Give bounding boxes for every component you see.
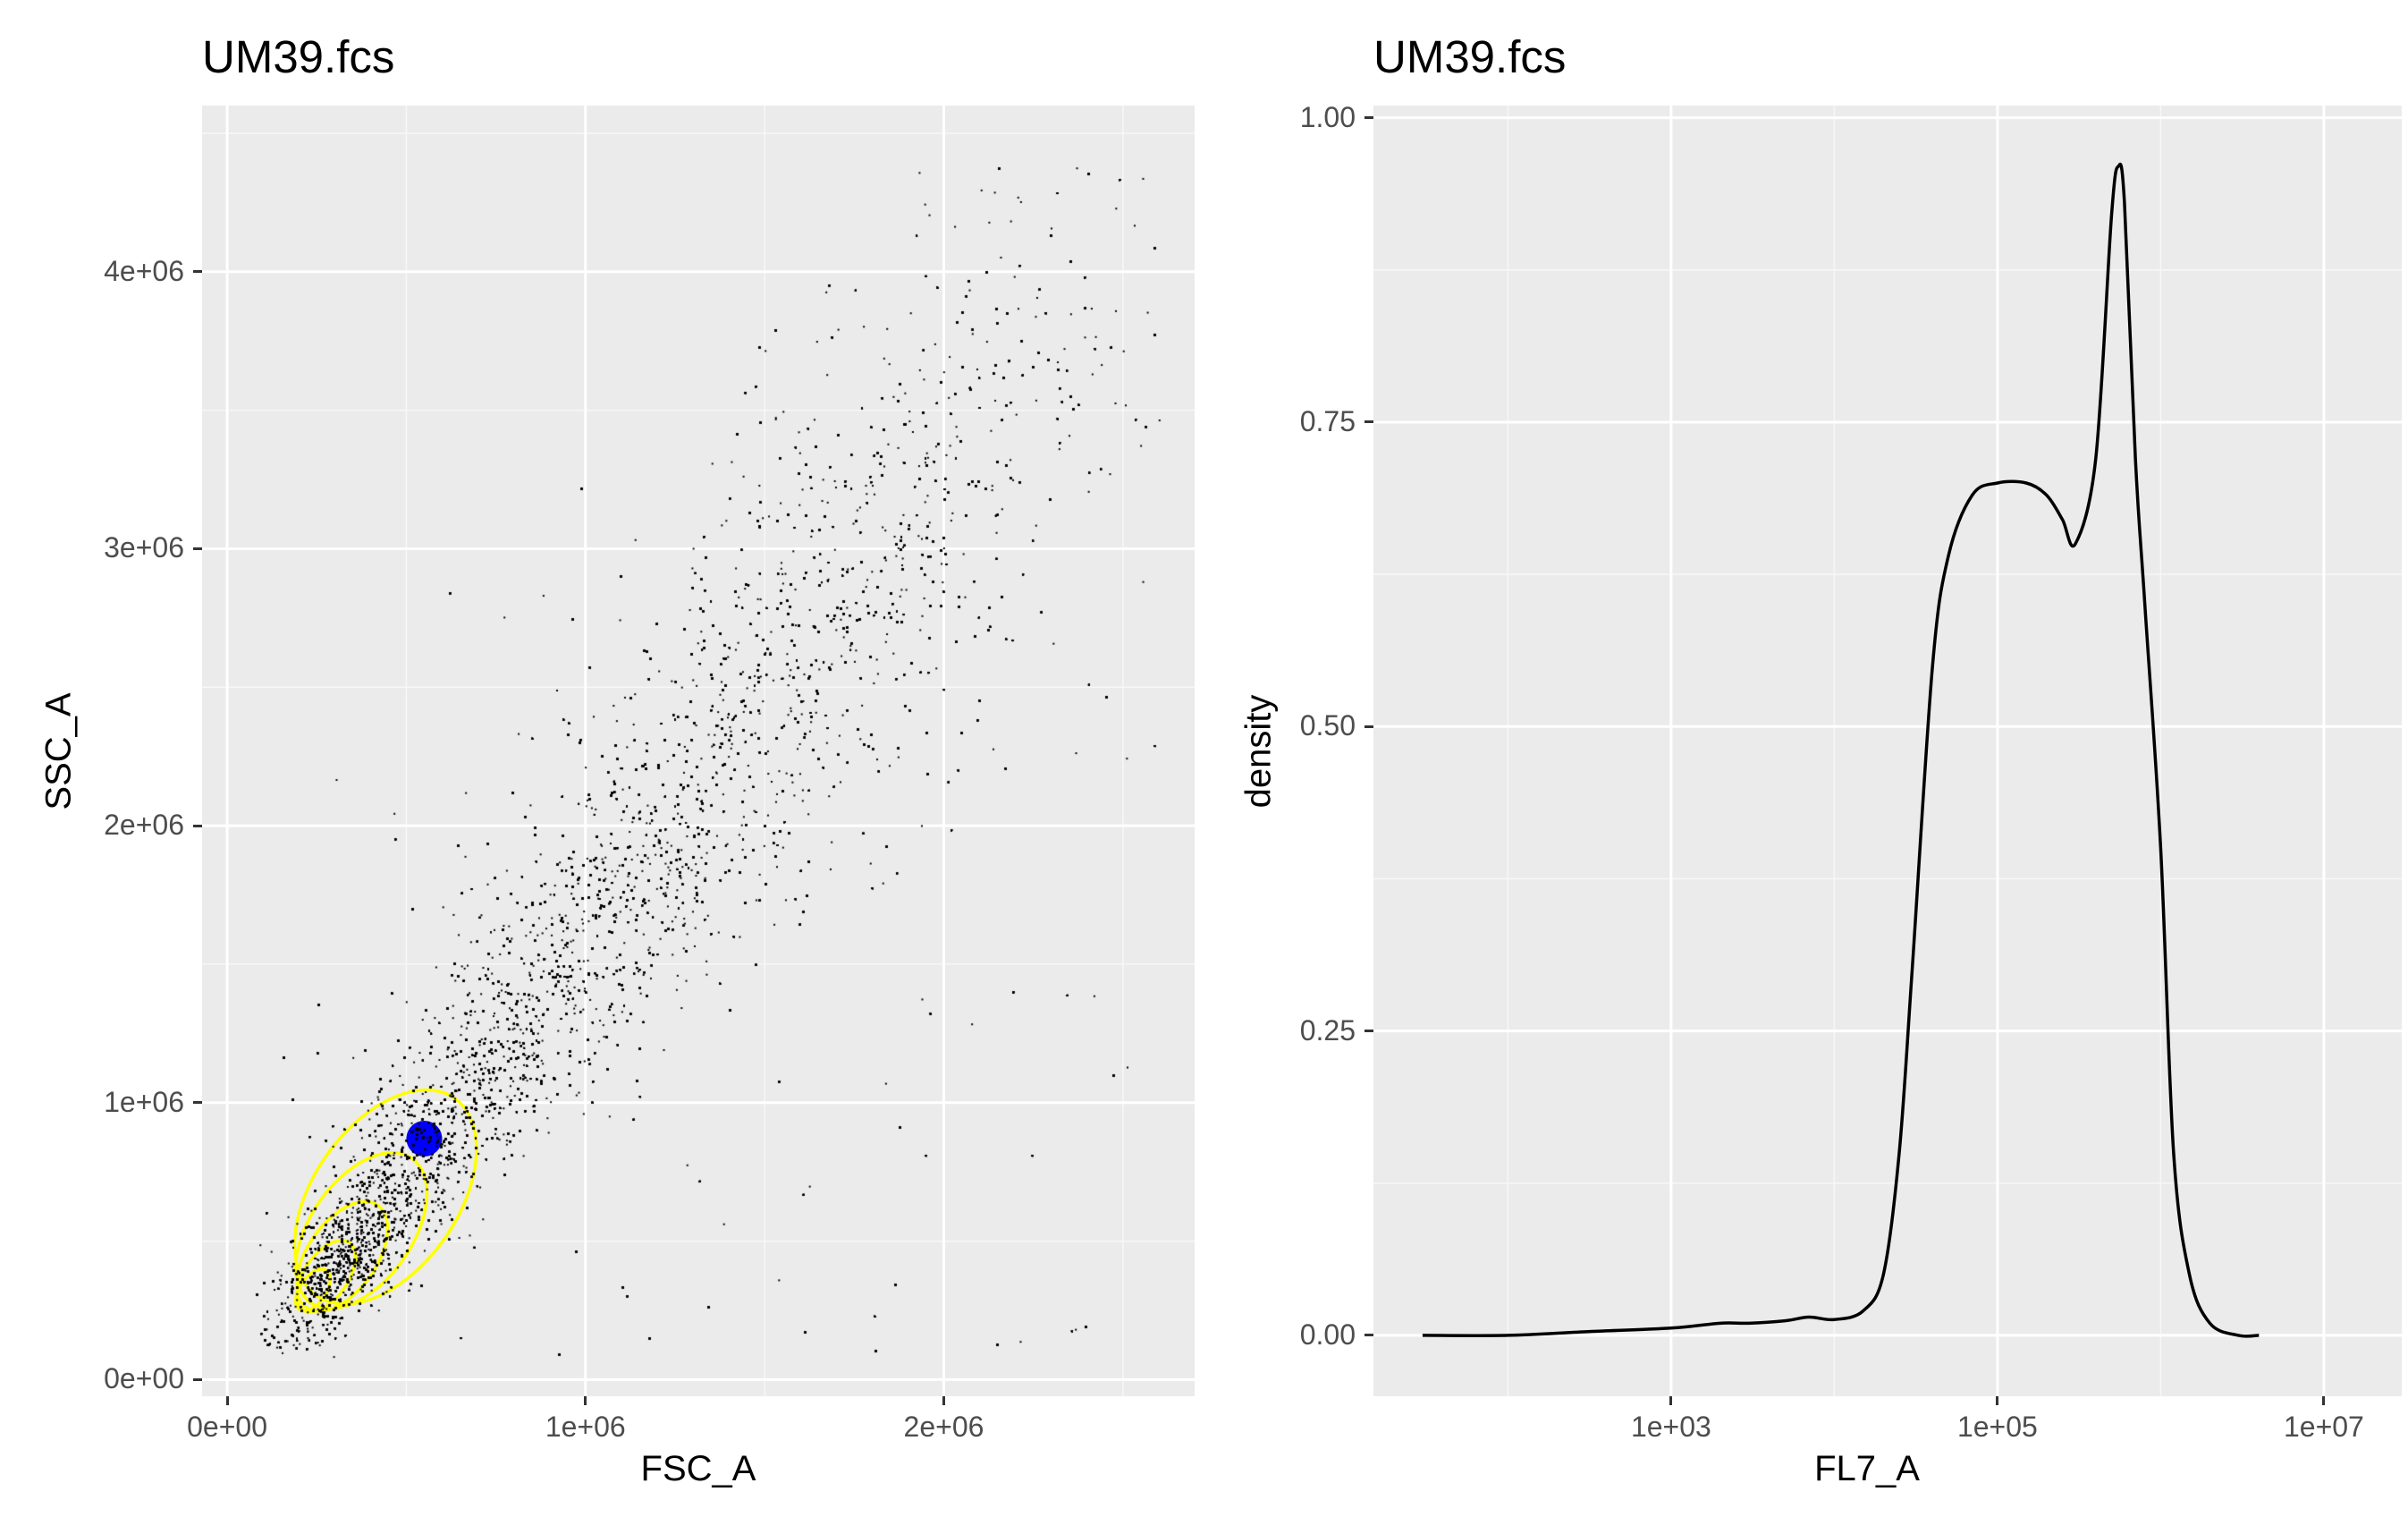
scatter-y-tick <box>193 547 202 550</box>
scatter-x-tick <box>584 1396 587 1405</box>
density-x-tick-label: 1e+05 <box>1956 1411 2038 1443</box>
density-y-tick-label: 0.00 <box>1299 1318 1356 1351</box>
scatter-x-tick-label: 2e+06 <box>903 1411 984 1443</box>
scatter-panel: UM39.fcs 0e+00 1e+06 2e+06 3e+06 4e+06 0e+00… <box>38 31 1195 1488</box>
scatter-y-axis-title: SSC_A <box>38 692 79 810</box>
density-y-tick <box>1365 420 1373 424</box>
density-x-tick <box>1996 1396 1999 1405</box>
density-x-tick-label: 1e+07 <box>2283 1411 2364 1443</box>
density-y-tick-label: 1.00 <box>1299 100 1356 133</box>
scatter-y-tick <box>193 824 202 827</box>
density-svg <box>1373 106 2402 1396</box>
scatter-y-tick-label: 2e+06 <box>104 809 184 842</box>
scatter-x-axis-title: FSC_A <box>640 1449 756 1488</box>
scatter-y-tick <box>193 1101 202 1105</box>
density-line <box>1422 162 2260 1338</box>
density-x-axis-title: FL7_A <box>1814 1449 1920 1488</box>
density-x-tick-label: 1e+03 <box>1630 1411 1711 1443</box>
scatter-plot-area <box>202 106 1195 1396</box>
density-y-tick <box>1365 1334 1373 1337</box>
density-x-tick <box>2322 1396 2326 1405</box>
scatter-points <box>202 106 1195 1396</box>
density-y-tick-label: 0.25 <box>1299 1013 1356 1047</box>
scatter-x-tick <box>942 1396 945 1405</box>
scatter-y-tick-label: 1e+06 <box>104 1085 184 1118</box>
scatter-y-tick <box>193 270 202 274</box>
density-y-tick <box>1365 1030 1373 1033</box>
scatter-y-tick-label: 0e+00 <box>104 1362 184 1395</box>
density-y-axis-title: density <box>1238 694 1279 809</box>
density-panel: UM39.fcs 0.00 0.25 0.50 0.75 1.00 1e+03 1e+05… <box>1204 0 2408 1534</box>
scatter-x-tick <box>225 1396 229 1405</box>
scatter-y-tick-label: 4e+06 <box>104 254 184 287</box>
density-title: UM39.fcs <box>1373 31 1567 82</box>
density-y-tick-label: 0.50 <box>1299 709 1356 742</box>
scatter-y-tick-label: 3e+06 <box>104 531 184 564</box>
density-plot-area <box>1373 106 2402 1396</box>
density-y-tick <box>1365 725 1373 728</box>
scatter-y-tick <box>193 1377 202 1381</box>
scatter-x-tick-label: 0e+00 <box>187 1411 267 1443</box>
density-y-tick <box>1365 116 1373 120</box>
scatter-x-tick-label: 1e+06 <box>545 1411 626 1443</box>
density-x-tick <box>1669 1396 1673 1405</box>
density-y-tick-label: 0.75 <box>1299 404 1356 437</box>
scatter-title: UM39.fcs <box>202 31 395 82</box>
